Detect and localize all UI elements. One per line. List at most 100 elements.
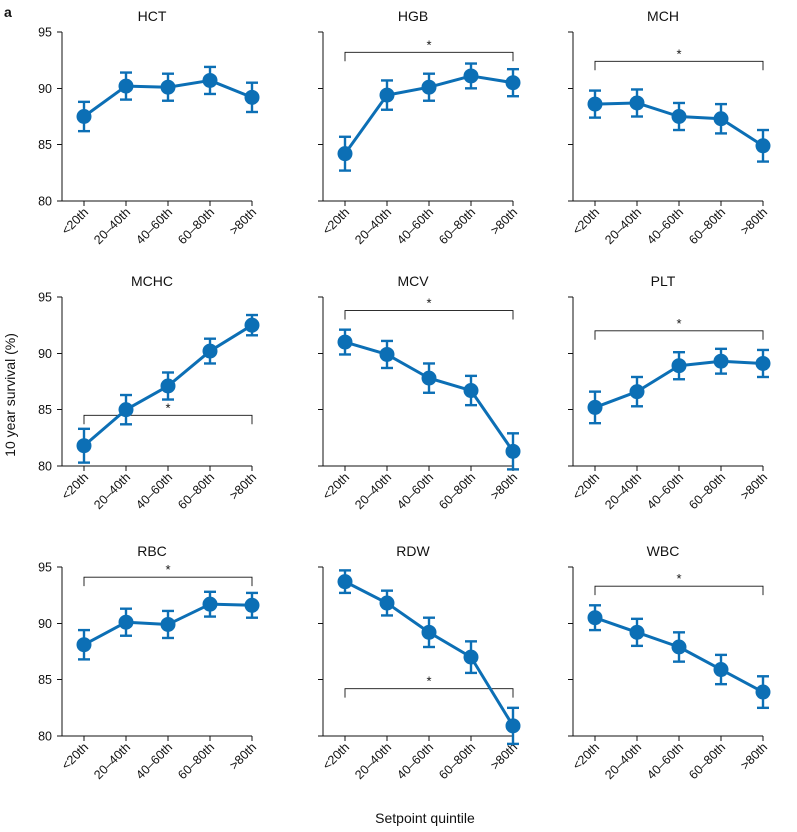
data-point	[421, 79, 437, 95]
panel-title: MCH	[647, 8, 679, 24]
data-point	[76, 438, 92, 454]
panel-title: RDW	[396, 543, 430, 559]
panel-title: MCV	[397, 273, 429, 289]
chart-panel-plt: PLT <20th 20–40th 40–60th 60–80th >80th *	[568, 273, 771, 512]
x-tick-label: 60–80th	[175, 205, 217, 247]
x-tick-label: <20th	[59, 470, 91, 502]
x-tick-label: 20–40th	[352, 740, 394, 782]
data-point	[671, 109, 687, 124]
y-axis-label: 10 year survival (%)	[2, 333, 18, 457]
x-tick-label: <20th	[570, 470, 602, 502]
panel-title: PLT	[651, 273, 676, 289]
data-point	[118, 402, 134, 418]
data-point	[379, 595, 395, 611]
y-tick-label: 85	[38, 138, 52, 152]
data-point	[713, 353, 729, 369]
chart-panel-mcv: MCV <20th 20–40th 40–60th 60–80th >80th *	[318, 273, 521, 512]
data-point	[755, 684, 771, 700]
data-point	[421, 370, 437, 386]
chart-panel-wbc: WBC <20th 20–40th 40–60th 60–80th >80th *	[568, 543, 771, 782]
data-point	[671, 358, 687, 374]
data-point	[505, 75, 521, 91]
x-tick-label: 40–60th	[133, 470, 175, 512]
data-point	[587, 610, 603, 626]
x-tick-label: <20th	[570, 740, 602, 772]
significance-bracket	[344, 310, 514, 320]
panel-title: HCT	[138, 8, 167, 24]
significance-star: *	[426, 296, 431, 311]
data-point	[244, 317, 260, 333]
significance-star: *	[426, 37, 431, 52]
data-point	[76, 109, 92, 124]
x-tick-label: 60–80th	[175, 740, 217, 782]
significance-bracket	[594, 60, 764, 71]
x-tick-label: 20–40th	[91, 470, 133, 512]
x-tick-label: >80th	[227, 740, 259, 772]
y-tick-label: 95	[38, 291, 52, 305]
data-point	[421, 624, 437, 640]
x-tick-label: 40–60th	[394, 205, 436, 247]
panel-title: RBC	[137, 543, 167, 559]
data-point	[244, 89, 260, 105]
x-tick-label: 60–80th	[436, 470, 478, 512]
chart-panel-mch: MCH <20th 20–40th 40–60th 60–80th >80th *	[568, 8, 771, 247]
panel-title: WBC	[647, 543, 680, 559]
x-tick-label: >80th	[738, 205, 770, 237]
significance-star: *	[165, 562, 170, 577]
data-point	[118, 78, 134, 94]
significance-star: *	[165, 400, 170, 415]
data-point	[160, 79, 176, 95]
x-tick-label: 20–40th	[91, 205, 133, 247]
x-tick-label: 40–60th	[133, 205, 175, 247]
data-point	[337, 574, 353, 590]
data-point	[671, 639, 687, 655]
y-tick-label: 80	[38, 460, 52, 474]
y-tick-label: 90	[38, 82, 52, 96]
data-point	[713, 111, 729, 127]
y-tick-label: 85	[38, 403, 52, 417]
x-tick-label: 20–40th	[352, 470, 394, 512]
significance-star: *	[426, 674, 431, 689]
y-tick-label: 95	[38, 561, 52, 575]
data-point	[463, 649, 479, 665]
significance-star: *	[676, 46, 681, 61]
chart-panel-mchc: MCHC 80 85 90 95 <20th 20–40th 40–60th 60–80th >8…	[38, 273, 260, 512]
panel-title: HGB	[398, 8, 428, 24]
data-point	[755, 138, 771, 154]
data-point	[587, 399, 603, 415]
y-tick-label: 80	[38, 195, 52, 209]
panel-letter: a	[4, 4, 12, 20]
data-point	[629, 95, 645, 111]
data-point	[463, 68, 479, 84]
data-point	[463, 383, 479, 399]
data-point	[244, 597, 260, 613]
data-point	[202, 596, 218, 612]
x-tick-label: 40–60th	[394, 740, 436, 782]
x-tick-label: 20–40th	[91, 740, 133, 782]
y-tick-label: 90	[38, 347, 52, 361]
data-point	[505, 443, 521, 459]
significance-bracket	[594, 330, 764, 340]
x-tick-label: 60–80th	[175, 470, 217, 512]
x-tick-label: 40–60th	[394, 470, 436, 512]
y-tick-label: 80	[38, 730, 52, 744]
y-tick-label: 85	[38, 673, 52, 687]
x-tick-label: >80th	[488, 470, 520, 502]
data-point	[379, 87, 395, 103]
data-point	[337, 334, 353, 350]
x-tick-label: 60–80th	[686, 205, 728, 247]
x-axis-label: Setpoint quintile	[375, 810, 475, 826]
x-tick-label: 60–80th	[686, 470, 728, 512]
chart-panel-rdw: RDW<20th 20–40th 40–60th 60–80th >80th*	[318, 543, 521, 782]
x-tick-label: 20–40th	[602, 470, 644, 512]
x-tick-label: 20–40th	[602, 740, 644, 782]
x-tick-label: >80th	[227, 470, 259, 502]
data-point	[713, 662, 729, 678]
data-point	[587, 96, 603, 112]
data-point	[505, 718, 521, 734]
chart-panel-rbc: RBC 80 85 90 95 <20th 20–40th 40–60th 60–80th >80…	[38, 543, 260, 782]
x-tick-label: 20–40th	[352, 205, 394, 247]
data-point	[379, 346, 395, 362]
